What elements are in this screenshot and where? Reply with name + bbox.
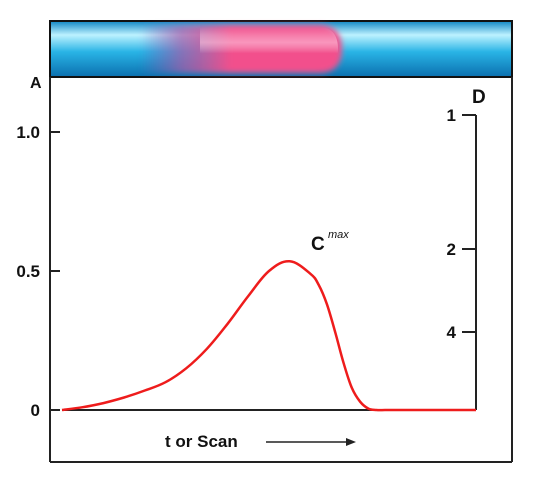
y-tick-label: 1.0	[16, 123, 40, 142]
x-axis-label: t or Scan	[165, 432, 238, 451]
right-axis-label: D	[472, 87, 486, 108]
x-axis-arrow	[266, 438, 356, 446]
right-axis: 1 2 4 D	[447, 87, 486, 410]
y-tick-label: 0	[31, 401, 40, 420]
capillary-tube	[49, 20, 513, 78]
y-axis-ticks: 1.0 0.5 0	[16, 123, 60, 420]
peak-label: C	[311, 234, 325, 255]
right-tick-label: 1	[447, 106, 456, 125]
peak-label-superscript: max	[328, 229, 349, 241]
series-group	[61, 260, 476, 412]
y-axis-label: A	[30, 75, 42, 92]
right-tick-label: 2	[447, 240, 456, 259]
right-tick-label: 4	[447, 323, 457, 342]
y-tick-label: 0.5	[16, 262, 40, 281]
series-line	[61, 260, 476, 412]
